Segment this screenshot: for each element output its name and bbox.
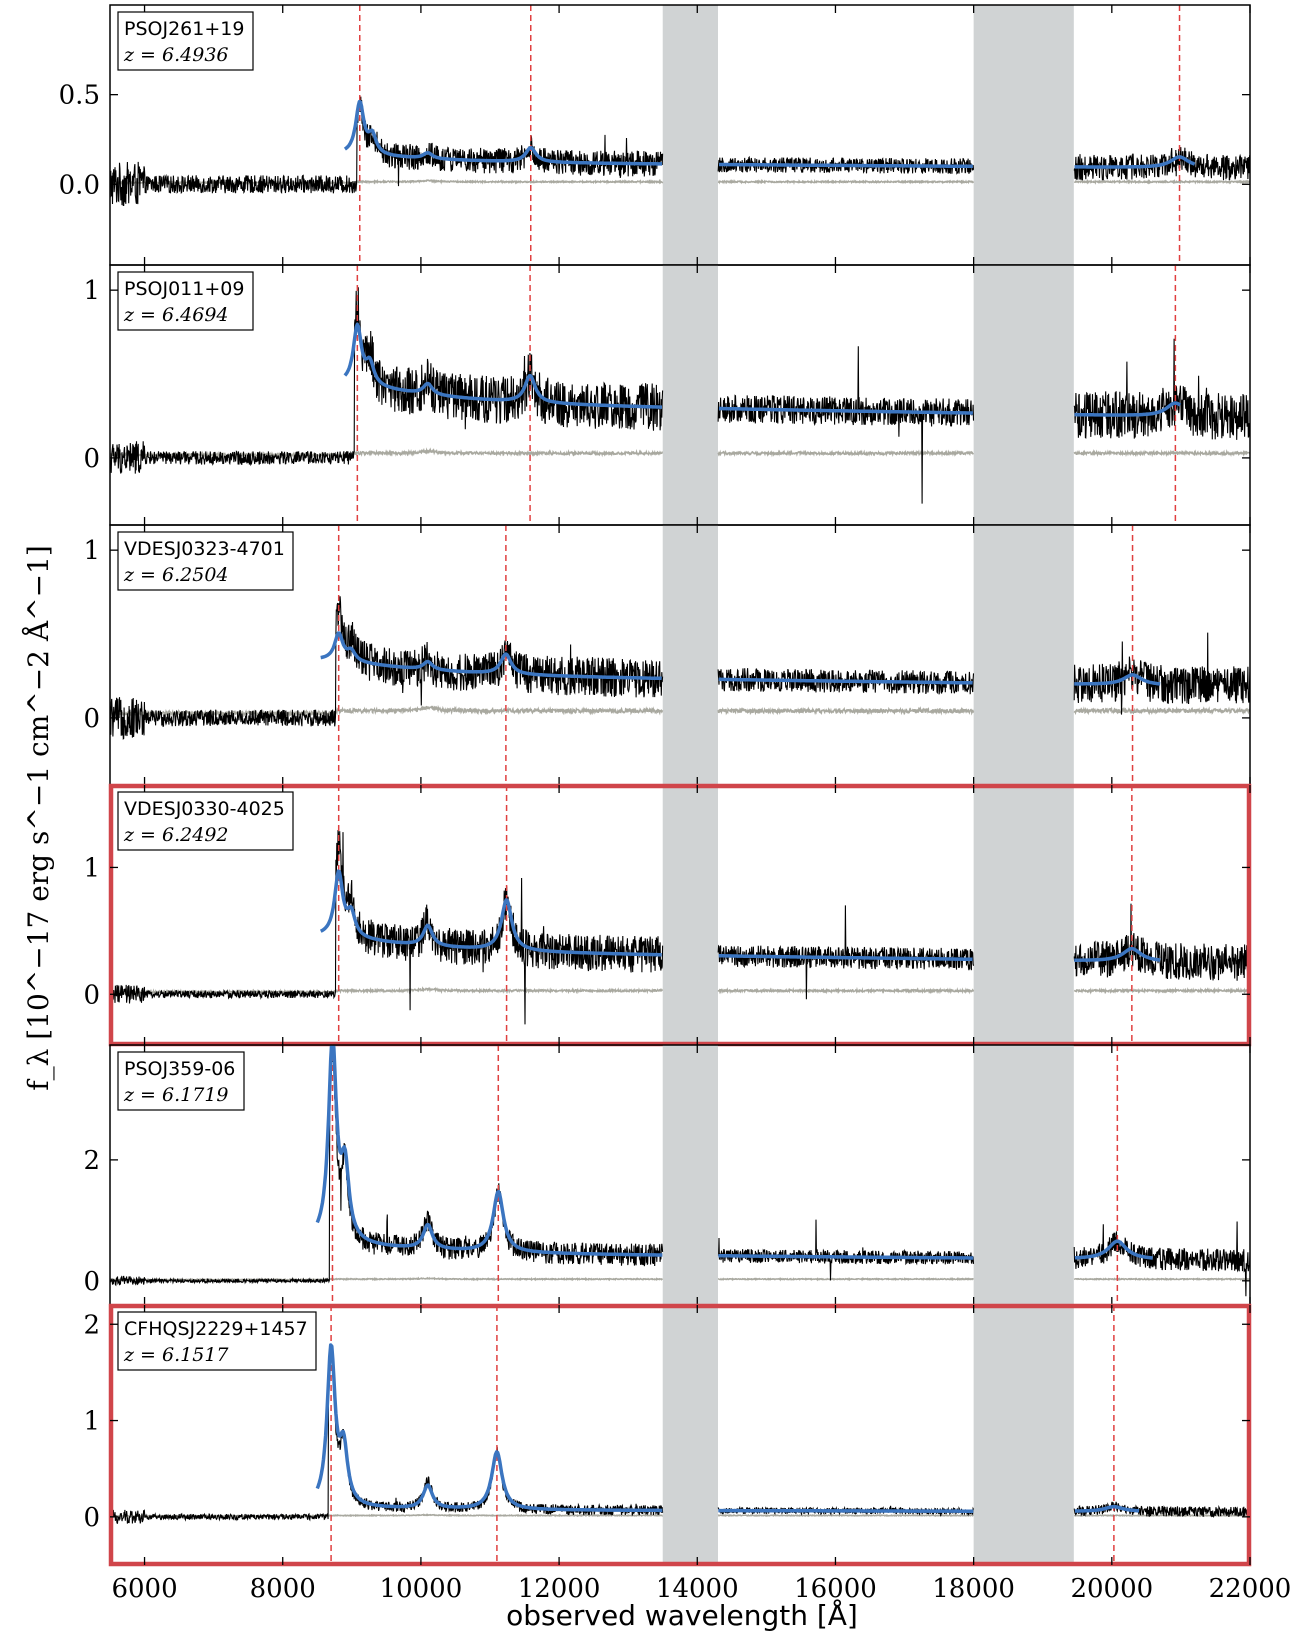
quasar-name: PSOJ359-06	[124, 1058, 235, 1080]
model-fit	[343, 99, 1196, 169]
quasar-name: PSOJ011+09	[124, 278, 244, 300]
panel-plot-area	[110, 785, 1250, 1045]
panel-plot-area	[110, 525, 1250, 785]
y-tick-label: 1	[83, 276, 100, 306]
model-fit	[319, 869, 1161, 962]
panel-plot-area	[110, 1045, 1250, 1305]
model-fit	[343, 322, 1182, 417]
panel-plot-area	[110, 5, 1250, 265]
y-tick-label: 0.5	[59, 81, 100, 111]
x-tick-label: 16000	[794, 1574, 877, 1604]
model-fit	[315, 1045, 1154, 1260]
label-box-frame	[117, 791, 294, 851]
x-tick-label: 6000	[111, 1574, 177, 1604]
x-axis-label: observed wavelength [Å]	[506, 1598, 858, 1632]
model-fit	[315, 1343, 1140, 1513]
masked-region	[662, 1305, 718, 1565]
masked-region	[662, 525, 718, 785]
masked-region	[662, 265, 718, 525]
panel-3: 0 1 VDESJ0330-4025 z = 6.2492	[83, 783, 1252, 1047]
quasar-redshift: z = 6.4694	[123, 304, 229, 326]
x-tick-label: 14000	[656, 1574, 739, 1604]
masked-region	[662, 785, 718, 1045]
masked-region	[662, 1045, 718, 1305]
panels-layer: 0.0 0.5 PSOJ261+19 z = 6.4936 0 1 PSOJ011+09 z …	[59, 4, 1252, 1567]
label-box-frame	[117, 11, 254, 71]
y-tick-label: 1	[83, 853, 100, 883]
masked-region	[973, 525, 1074, 785]
observed-spectrum	[110, 287, 1250, 504]
y-tick-label: 0	[83, 704, 100, 734]
panel-plot-area	[110, 1305, 1250, 1565]
quasar-redshift: z = 6.1719	[123, 1084, 229, 1106]
y-tick-label: 2	[83, 1310, 100, 1340]
panel-1: 0 1 PSOJ011+09 z = 6.4694	[83, 264, 1251, 526]
model-fit	[320, 631, 1161, 686]
x-tick-label: 22000	[1209, 1574, 1292, 1604]
panel-2: 0 1 VDESJ0323-4701 z = 6.2504	[83, 524, 1251, 786]
noise-spectrum	[110, 986, 1250, 996]
x-tick-label: 8000	[250, 1574, 316, 1604]
panel-4: 0 2 PSOJ359-06 z = 6.1719	[83, 1044, 1251, 1306]
highlight-frame	[108, 783, 1252, 1047]
quasar-name: PSOJ261+19	[124, 18, 244, 40]
label-box-frame	[117, 1051, 245, 1111]
quasar-redshift: z = 6.4936	[123, 44, 229, 66]
y-tick-label: 0	[83, 980, 100, 1010]
quasar-label-box: VDESJ0330-4025 z = 6.2492	[117, 791, 294, 851]
panel-plot-area	[110, 265, 1250, 525]
masked-region	[973, 5, 1074, 265]
masked-region	[973, 785, 1074, 1045]
x-tick-label: 12000	[518, 1574, 601, 1604]
label-box-frame	[117, 531, 294, 591]
quasar-label-box: PSOJ261+19 z = 6.4936	[117, 11, 254, 71]
quasar-label-box: CFHQSJ2229+1457 z = 6.1517	[117, 1311, 317, 1371]
y-axis-label: f_λ [10^−17 erg s^−1 cm^−2 Å^−1]	[22, 545, 55, 1091]
quasar-redshift: z = 6.2492	[123, 824, 229, 846]
observed-spectrum	[110, 596, 1250, 740]
x-tick-label: 18000	[932, 1574, 1015, 1604]
quasar-redshift: z = 6.2504	[123, 564, 229, 586]
masked-region	[973, 1305, 1074, 1565]
y-tick-label: 0	[83, 1503, 100, 1533]
quasar-label-box: VDESJ0323-4701 z = 6.2504	[117, 531, 294, 591]
y-tick-label: 0.0	[59, 170, 100, 200]
label-box-frame	[117, 1311, 317, 1371]
quasar-redshift: z = 6.1517	[123, 1344, 229, 1366]
label-box-frame	[117, 271, 254, 331]
masked-region	[662, 5, 718, 265]
y-tick-label: 0	[83, 1267, 100, 1297]
quasar-name: VDESJ0330-4025	[124, 798, 285, 820]
panel-0: 0.0 0.5 PSOJ261+19 z = 6.4936	[59, 4, 1251, 266]
noise-spectrum	[110, 178, 1250, 186]
quasar-name: CFHQSJ2229+1457	[124, 1318, 308, 1340]
quasar-label-box: PSOJ359-06 z = 6.1719	[117, 1051, 245, 1111]
masked-region	[973, 1045, 1074, 1305]
x-tick-label: 20000	[1070, 1574, 1153, 1604]
x-tick-label: 10000	[380, 1574, 463, 1604]
y-tick-label: 0	[83, 444, 100, 474]
y-tick-label: 1	[83, 1407, 100, 1437]
quasar-name: VDESJ0323-4701	[124, 538, 285, 560]
highlight-frame	[108, 1303, 1252, 1567]
x-axis: 6000 8000 10000 12000 14000 16000 18000 20000 22…	[111, 1574, 1291, 1604]
noise-spectrum	[110, 447, 1250, 459]
y-tick-label: 2	[83, 1146, 100, 1176]
panel-5: 0 1 2 CFHQSJ2229+1457 z = 6.1517	[83, 1303, 1252, 1567]
masked-region	[973, 265, 1074, 525]
y-tick-label: 1	[83, 536, 100, 566]
quasar-label-box: PSOJ011+09 z = 6.4694	[117, 271, 254, 331]
noise-spectrum	[110, 1276, 1250, 1282]
